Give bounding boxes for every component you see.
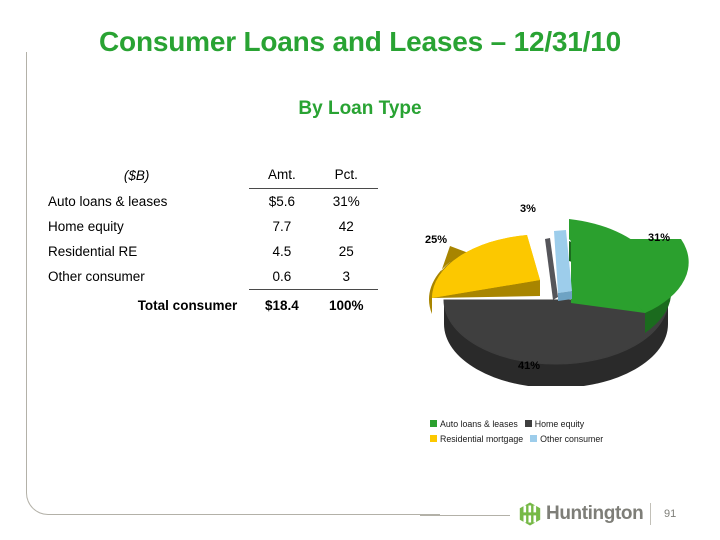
pie-chart-svg: [429, 219, 689, 386]
table-header-row: ($B) Amt. Pct.: [48, 162, 378, 189]
legend-label: Home equity: [534, 418, 585, 429]
legend-label: Residential mortgage: [440, 433, 524, 444]
pie-slice-other-consumer: [554, 230, 572, 301]
row-label: Other consumer: [48, 269, 145, 285]
total-amount: $18.4: [249, 289, 315, 318]
loan-mix-pie-chart: 31% 41% 25% 3%: [406, 196, 706, 386]
legend-item-auto-loans: Auto loans & leases: [430, 416, 518, 431]
footer-divider-rule: [420, 515, 510, 516]
total-label: Total consumer: [137, 297, 238, 313]
footer-separator: [650, 503, 651, 525]
row-amount: 7.7: [272, 219, 292, 234]
consumer-loans-table: ($B) Amt. Pct. Auto loans & leases $5.6 …: [48, 162, 378, 318]
legend-swatch-icon: [524, 420, 532, 427]
pie-label-residential-mortgage: 25%: [425, 234, 448, 246]
legend-swatch-icon: [430, 435, 437, 442]
page-number: 91: [664, 508, 677, 520]
brand-wordmark: Huntington: [546, 503, 644, 524]
row-label: Auto loans & leases: [48, 193, 168, 209]
pie-label-home-equity: 41%: [518, 360, 541, 372]
legend-item-home-equity: Home equity: [524, 416, 585, 431]
table-row: Home equity 7.7 42: [48, 214, 378, 239]
table-row: Auto loans & leases $5.6 31%: [48, 189, 378, 215]
row-percent: 42: [338, 219, 354, 234]
row-label: Home equity: [48, 219, 124, 234]
table-header-percent: Pct.: [314, 162, 378, 189]
row-amount: $5.6: [268, 194, 295, 209]
pie-slice-auto-loans: [569, 219, 689, 333]
page-title: Consumer Loans and Leases – 12/31/10: [99, 26, 621, 57]
row-percent: 31%: [332, 194, 360, 209]
pie-label-other-consumer: 3%: [520, 203, 536, 215]
legend-swatch-icon: [430, 420, 437, 427]
row-amount: 4.5: [272, 244, 292, 259]
table-total-row: Total consumer $18.4 100%: [48, 289, 378, 318]
legend-label: Other consumer: [540, 433, 604, 444]
pie-label-auto-loans: 31%: [648, 232, 671, 244]
table-header-units: ($B): [123, 167, 150, 183]
total-percent: 100%: [314, 289, 378, 318]
chart-legend: Auto loans & leases Home equity Resident…: [430, 416, 660, 446]
table-row: Other consumer 0.6 3: [48, 264, 378, 290]
row-percent: 25: [338, 244, 354, 259]
pie-slice-residential-mortgage: [429, 235, 540, 314]
legend-label: Auto loans & leases: [440, 418, 518, 429]
pie-slice-divider: [545, 238, 558, 300]
huntington-hexagon-icon: [518, 501, 542, 527]
row-label: Residential RE: [48, 244, 138, 259]
loan-table-container: ($B) Amt. Pct. Auto loans & leases $5.6 …: [48, 162, 378, 318]
table-row: Residential RE 4.5 25: [48, 239, 378, 264]
row-percent: 3: [342, 269, 350, 284]
brand-logo: Huntington: [518, 500, 644, 528]
legend-item-residential-mortgage: Residential mortgage: [430, 431, 523, 446]
table-header-amount: Amt.: [249, 162, 315, 189]
legend-swatch-icon: [530, 435, 538, 442]
legend-item-other-consumer: Other consumer: [530, 431, 603, 446]
row-amount: 0.6: [272, 269, 292, 284]
page-subtitle: By Loan Type: [298, 98, 422, 119]
